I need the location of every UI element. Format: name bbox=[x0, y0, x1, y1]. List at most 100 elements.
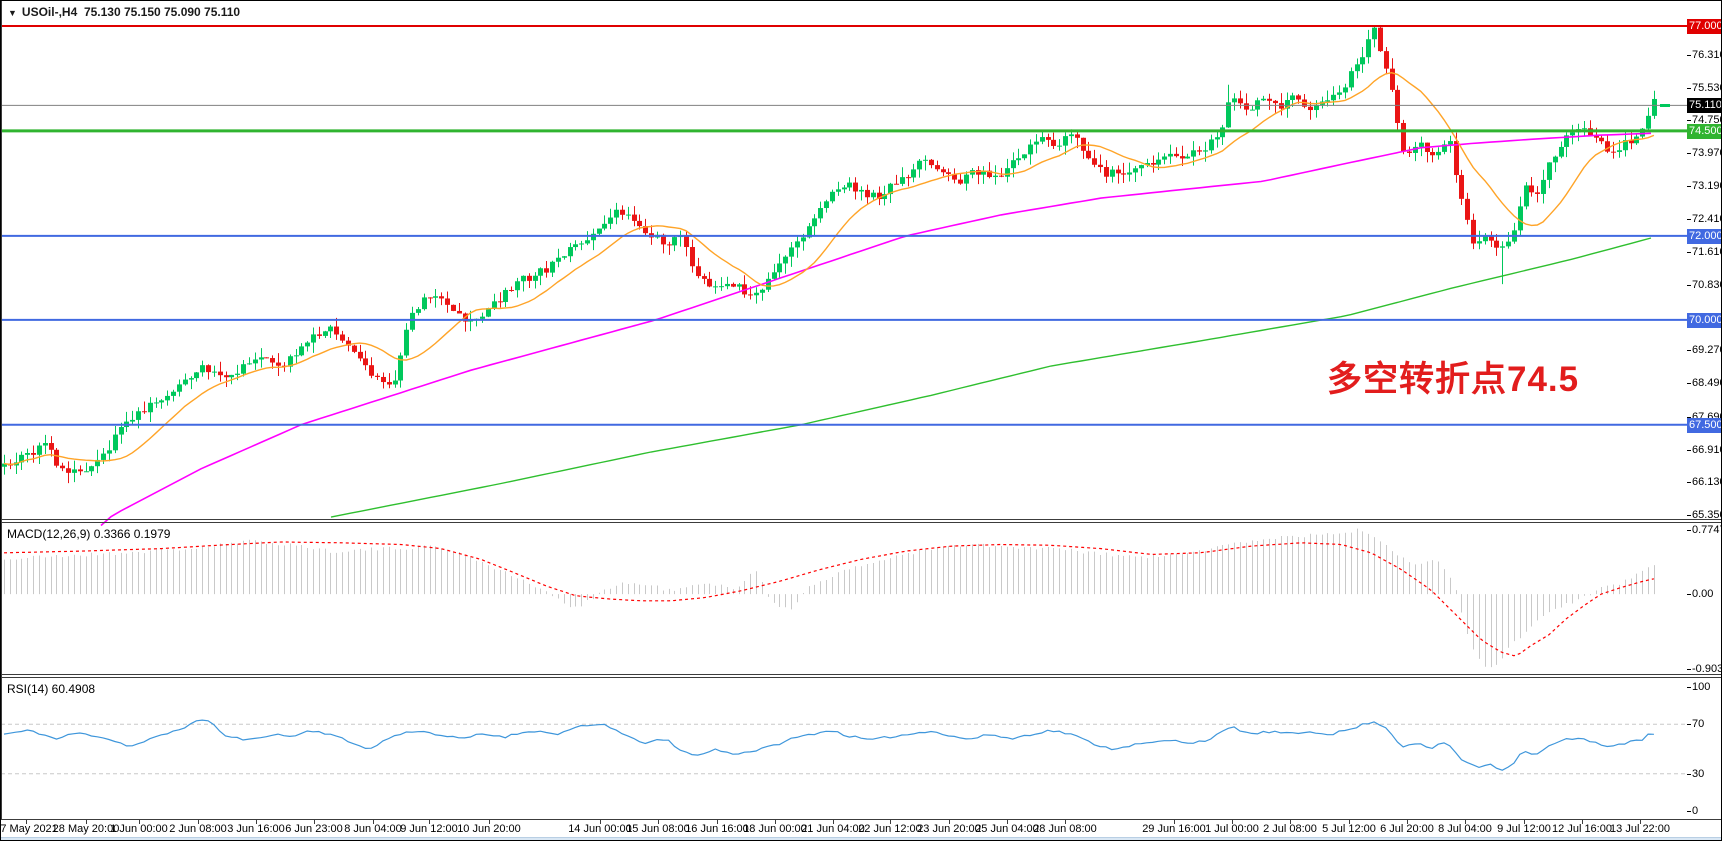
candle-body bbox=[1046, 137, 1051, 140]
candle-body bbox=[521, 275, 526, 282]
candle-body bbox=[702, 276, 707, 279]
candle-body bbox=[1314, 104, 1319, 111]
candle-body bbox=[1110, 169, 1115, 177]
candle-body bbox=[1285, 100, 1290, 109]
candle-body bbox=[1349, 71, 1354, 88]
candle-body bbox=[777, 263, 782, 273]
candle-body bbox=[900, 177, 905, 184]
candle-body bbox=[1623, 140, 1628, 151]
candle-body bbox=[171, 391, 176, 396]
candle-body bbox=[1145, 163, 1150, 166]
price-tick-mark bbox=[1687, 252, 1691, 253]
candle-body bbox=[1209, 139, 1214, 151]
price-tick-label: 74.750 bbox=[1692, 114, 1721, 126]
candle-body bbox=[84, 471, 89, 473]
candle-body bbox=[1413, 146, 1418, 153]
candle-body bbox=[818, 208, 823, 219]
candle-body bbox=[1483, 235, 1488, 242]
candle-body bbox=[1098, 164, 1103, 168]
candle-body bbox=[719, 286, 724, 288]
candle-body bbox=[1185, 156, 1190, 159]
time-tick-label: 2 Jun 08:00 bbox=[169, 823, 227, 835]
candle-body bbox=[789, 247, 794, 257]
price-tick-label: 75.530 bbox=[1692, 82, 1721, 94]
candle-body bbox=[707, 278, 712, 287]
candle-body bbox=[1151, 163, 1156, 165]
price-tick-mark bbox=[1687, 482, 1691, 483]
current-price-marker bbox=[1660, 104, 1670, 107]
candle-body bbox=[194, 372, 199, 379]
candle-body bbox=[1028, 144, 1033, 155]
rsi-tick-label: 30 bbox=[1692, 768, 1705, 780]
candle-body bbox=[1069, 134, 1074, 137]
candle-body bbox=[247, 363, 252, 365]
chart-text-annotation: 多空转折点74.5 bbox=[1327, 360, 1580, 399]
candle-body bbox=[608, 217, 613, 224]
time-tick-mark bbox=[26, 819, 27, 824]
time-tick-mark bbox=[1465, 819, 1466, 824]
panel-separator[interactable] bbox=[1, 677, 1721, 678]
time-tick-mark bbox=[833, 819, 834, 824]
candle-body bbox=[917, 160, 922, 170]
candle-body bbox=[299, 346, 304, 356]
candle-body bbox=[1477, 241, 1482, 244]
candle-body bbox=[375, 375, 380, 377]
candle-body bbox=[1296, 95, 1301, 100]
candle-body bbox=[614, 209, 619, 218]
time-tick-mark bbox=[1524, 819, 1525, 824]
price-tick-mark bbox=[1687, 417, 1691, 418]
candle-body bbox=[404, 329, 409, 356]
time-tick-mark bbox=[717, 819, 718, 824]
chart-plot-area[interactable] bbox=[1, 1, 1722, 819]
candle-body bbox=[1127, 172, 1132, 175]
panel-separator[interactable] bbox=[1, 522, 1721, 523]
candle-body bbox=[1238, 98, 1243, 104]
candle-body bbox=[684, 235, 689, 248]
time-tick-label: 16 Jun 16:00 bbox=[685, 823, 749, 835]
candle-body bbox=[964, 174, 969, 184]
candle-body bbox=[340, 334, 345, 341]
candle-body bbox=[119, 427, 124, 435]
candle-body bbox=[597, 228, 602, 234]
candle-body bbox=[200, 365, 205, 373]
time-tick-label: 27 May 2021 bbox=[0, 823, 58, 835]
candle-body bbox=[824, 201, 829, 209]
candle-body bbox=[941, 169, 946, 173]
candle-body bbox=[486, 308, 491, 317]
candle-body bbox=[1174, 153, 1179, 157]
rsi-tick-mark bbox=[1687, 774, 1691, 775]
candle-body bbox=[317, 334, 322, 336]
candle-body bbox=[25, 453, 30, 455]
candle-body bbox=[218, 371, 223, 376]
time-tick-label: 14 Jun 00:00 bbox=[568, 823, 632, 835]
candle-body bbox=[1034, 141, 1039, 145]
candle-body bbox=[54, 449, 59, 466]
candle-body bbox=[241, 364, 246, 374]
candle-body bbox=[253, 359, 258, 364]
panel-separator[interactable] bbox=[1, 519, 1721, 520]
price-level-tag: 77.000 bbox=[1687, 19, 1722, 34]
candle-body bbox=[713, 286, 718, 288]
time-tick-mark bbox=[1007, 819, 1008, 824]
candle-body bbox=[416, 309, 421, 313]
candle-body bbox=[1401, 122, 1406, 152]
candle-body bbox=[1244, 103, 1249, 110]
price-tick-label: 68.490 bbox=[1692, 377, 1721, 389]
ma-slow-line bbox=[330, 237, 1652, 518]
candle-body bbox=[946, 172, 951, 174]
candle-body bbox=[1500, 246, 1505, 248]
candle-body bbox=[1559, 146, 1564, 157]
candle-body bbox=[859, 189, 864, 192]
macd-tick-mark bbox=[1687, 669, 1691, 670]
candle-body bbox=[1582, 128, 1587, 130]
candle-body bbox=[177, 384, 182, 392]
rsi-line bbox=[3, 719, 1654, 771]
candle-body bbox=[235, 373, 240, 375]
rsi-tick-mark bbox=[1687, 811, 1691, 812]
panel-separator[interactable] bbox=[1, 674, 1721, 675]
symbol-dropdown-icon[interactable]: ▼ bbox=[8, 8, 17, 18]
candle-body bbox=[305, 342, 310, 347]
candle-body bbox=[812, 218, 817, 227]
macd-indicator-label: MACD(12,26,9) 0.3366 0.1979 bbox=[7, 527, 171, 541]
